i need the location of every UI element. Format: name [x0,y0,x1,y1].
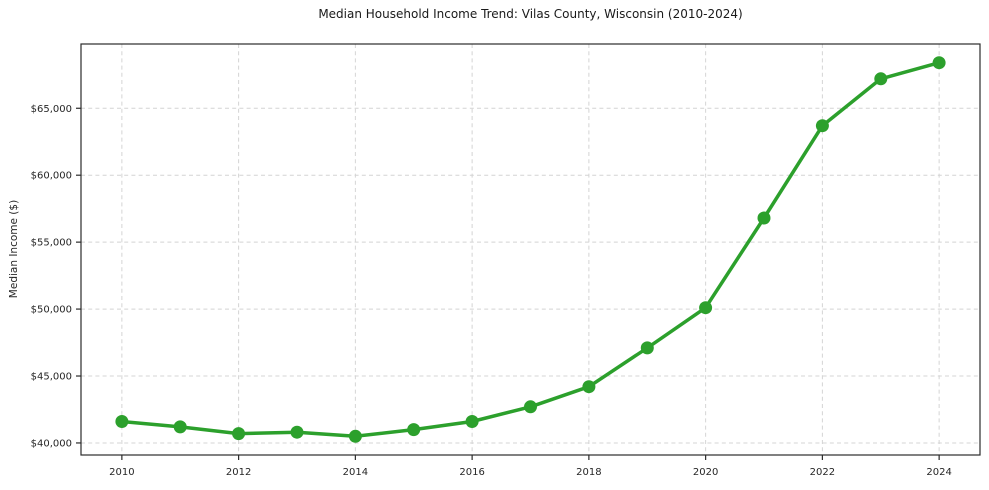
y-tick-label: $65,000 [31,104,72,115]
x-tick-label: 2010 [109,467,134,478]
data-line [120,60,941,439]
data-point [815,119,829,133]
x-tick-label: 2014 [343,467,368,478]
y-tick-label: $60,000 [31,171,72,182]
data-point [699,301,713,315]
x-tick-label: 2024 [926,467,951,478]
x-tick-label: 2018 [576,467,601,478]
x-tick-label: 2012 [226,467,251,478]
data-point [874,72,888,86]
y-tick-label: $40,000 [31,438,72,449]
data-point [115,415,129,428]
x-tick-label: 2020 [693,467,718,478]
data-point [290,425,304,439]
chart-title: Median Household Income Trend: Vilas Cou… [318,7,743,21]
data-point [173,420,187,434]
data-point [348,429,362,443]
data-point [640,341,654,355]
data-point [757,211,771,225]
data-point [232,427,246,441]
data-point [932,56,946,70]
y-tick-label: $50,000 [31,305,72,316]
y-tick-label: $55,000 [31,238,72,249]
x-tick-label: 2022 [810,467,835,478]
y-tick-label: $45,000 [31,372,72,383]
data-point [407,423,421,437]
data-point [582,380,596,394]
y-axis-label: Median Income ($) [8,199,20,299]
data-point [524,400,537,414]
plot-border [80,43,981,456]
data-point [465,415,479,428]
x-tick-label: 2016 [459,467,484,478]
